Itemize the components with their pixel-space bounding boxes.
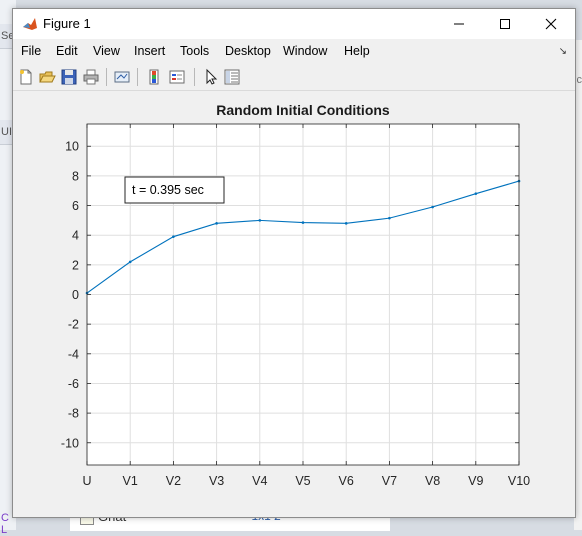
figure-window: Figure 1 File Edit View Insert Tools Des… [12,8,576,518]
background-text: UI [1,126,12,138]
data-point[interactable] [128,260,132,264]
y-tick-label: 8 [72,169,79,183]
menu-desktop[interactable]: Desktop [225,44,271,58]
matlab-icon [23,18,37,30]
close-icon [545,18,557,30]
toolbar-separator [137,68,138,86]
x-tick-label: V10 [508,474,530,488]
data-point[interactable] [258,219,262,222]
chart-title: Random Initial Conditions [216,102,390,118]
y-tick-label: 0 [72,288,79,302]
y-tick-label: 4 [72,229,79,243]
y-tick-label: -8 [68,407,79,421]
menu-file[interactable]: File [21,44,42,58]
x-tick-label: V9 [468,474,483,488]
menu-view[interactable]: View [93,44,120,58]
annotation-text: t = 0.395 sec [132,183,204,197]
data-series [85,179,521,295]
x-tick-label: U [82,474,91,488]
property-inspector-icon[interactable] [223,68,241,86]
print-icon[interactable] [82,68,100,86]
x-tick-label: V2 [166,474,181,488]
menu-insert[interactable]: Insert [134,44,166,58]
axes-box [86,123,520,466]
y-tick-labels: -10 -8 -6 -4 -2 0 2 4 6 8 10 [61,140,79,451]
y-tick-label: 2 [72,258,79,272]
y-tick-label: -10 [61,436,79,450]
annotation-box[interactable] [124,176,225,204]
data-point[interactable] [388,216,391,220]
figure-canvas: Random Initial Conditions -10 -8 -6 -4 -2 0 2 4… [61,102,530,488]
x-tick-label: V6 [339,474,354,488]
menu-window[interactable]: Window [283,44,328,58]
y-tick-label: -4 [68,347,79,361]
data-point[interactable] [301,221,305,224]
menu-tools[interactable]: Tools [180,44,210,58]
maximize-icon [500,19,510,29]
x-tick-label: V4 [252,474,267,488]
x-tick-label: V8 [425,474,440,488]
y-tick-label: 6 [72,199,79,213]
data-point[interactable] [431,205,434,209]
new-figure-icon[interactable] [17,68,35,86]
minimize-icon [454,23,464,25]
link-plot-icon[interactable] [113,68,131,86]
menu-help[interactable]: Help [344,44,370,58]
data-point[interactable] [344,222,348,225]
background-text: Se [1,30,15,42]
close-button[interactable] [528,9,574,39]
y-tick-label: -2 [68,318,79,332]
title-bar[interactable]: Figure 1 [13,9,575,39]
x-tick-labels: U V1 V2 V3 V4 V5 V6 V7 V8 V9 V10 [82,474,530,488]
window-title: Figure 1 [43,16,91,31]
x-tick-label: V3 [209,474,224,488]
dock-arrow-icon[interactable]: ↘ [558,46,567,57]
insert-colorbar-icon[interactable] [145,68,163,86]
y-tick-label: 10 [65,140,79,154]
toolbar-separator [194,68,195,86]
maximize-button[interactable] [482,9,528,39]
open-file-icon[interactable] [38,68,56,86]
insert-legend-icon[interactable] [168,68,186,86]
x-tick-label: V5 [295,474,310,488]
menu-bar: File Edit View Insert Tools Desktop Wind… [13,40,575,62]
data-point[interactable] [172,235,175,238]
figure-toolbar [13,64,575,91]
data-point[interactable] [215,222,218,225]
x-tick-label: V7 [382,474,397,488]
save-icon[interactable] [60,68,78,86]
toolbar-separator [106,68,107,86]
minimize-button[interactable] [436,9,482,39]
data-point[interactable] [474,192,478,195]
menu-edit[interactable]: Edit [56,44,78,58]
edit-plot-arrow-icon[interactable] [202,68,220,86]
y-tick-label: -6 [68,377,79,391]
x-tick-label: V1 [123,474,138,488]
